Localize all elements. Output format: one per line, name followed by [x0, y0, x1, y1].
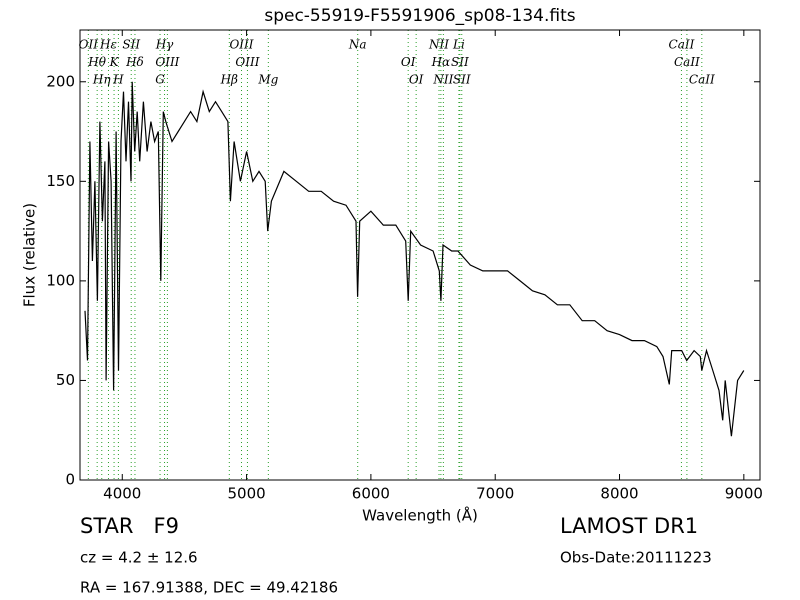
x-tick-label: 6000 [352, 485, 390, 503]
x-axis-label: Wavelength (Å) [362, 506, 478, 525]
line-label: OI [409, 73, 424, 87]
annotation: RA = 167.91388, DEC = 49.42186 [80, 579, 338, 597]
line-label: Hα [431, 55, 451, 69]
line-label: Hθ [87, 55, 106, 69]
y-tick-label: 100 [46, 271, 75, 289]
x-tick-label: 5000 [227, 485, 265, 503]
line-label: OI [401, 55, 416, 69]
line-label: Hγ [155, 38, 174, 52]
line-label: Hβ [220, 73, 238, 87]
x-tick-label: 9000 [725, 485, 763, 503]
y-tick-label: 50 [56, 371, 75, 389]
annotation: cz = 4.2 ± 12.6 [80, 549, 198, 567]
x-tick-label: 4000 [103, 485, 141, 503]
line-label: OII [79, 38, 99, 52]
line-label: SII [122, 38, 140, 52]
line-label: SII [451, 55, 469, 69]
y-tick-label: 0 [65, 471, 75, 489]
line-label: OIII [155, 55, 179, 69]
line-label: Hε [99, 38, 117, 52]
line-label: SII [453, 73, 471, 87]
annotation: STAR F9 [80, 514, 179, 538]
annotation: Obs-Date:20111223 [560, 549, 712, 567]
chart-title: spec-55919-F5591906_sp08-134.fits [264, 6, 575, 26]
line-label: G [155, 73, 165, 87]
line-label: OIII [229, 38, 253, 52]
line-label: NII [432, 73, 453, 87]
line-label: Li [452, 38, 465, 52]
line-label: Na [348, 38, 367, 52]
y-axis-label: Flux (relative) [21, 203, 39, 307]
x-tick-label: 7000 [476, 485, 514, 503]
line-label: Hδ [125, 55, 144, 69]
line-label: NII [428, 38, 449, 52]
line-label: CaII [669, 38, 695, 52]
plot-frame [79, 29, 761, 481]
spectrum [84, 81, 745, 437]
line-label: CaII [689, 73, 715, 87]
annotation: LAMOST DR1 [560, 514, 698, 538]
line-label: OIII [235, 55, 259, 69]
line-label: K [109, 55, 120, 69]
y-tick-label: 200 [46, 72, 75, 90]
line-label: CaII [674, 55, 700, 69]
x-tick-label: 8000 [600, 485, 638, 503]
line-label: H [112, 73, 124, 87]
line-label: Hη [92, 73, 111, 87]
line-label: Mg [257, 73, 278, 87]
y-tick-label: 150 [46, 172, 75, 190]
